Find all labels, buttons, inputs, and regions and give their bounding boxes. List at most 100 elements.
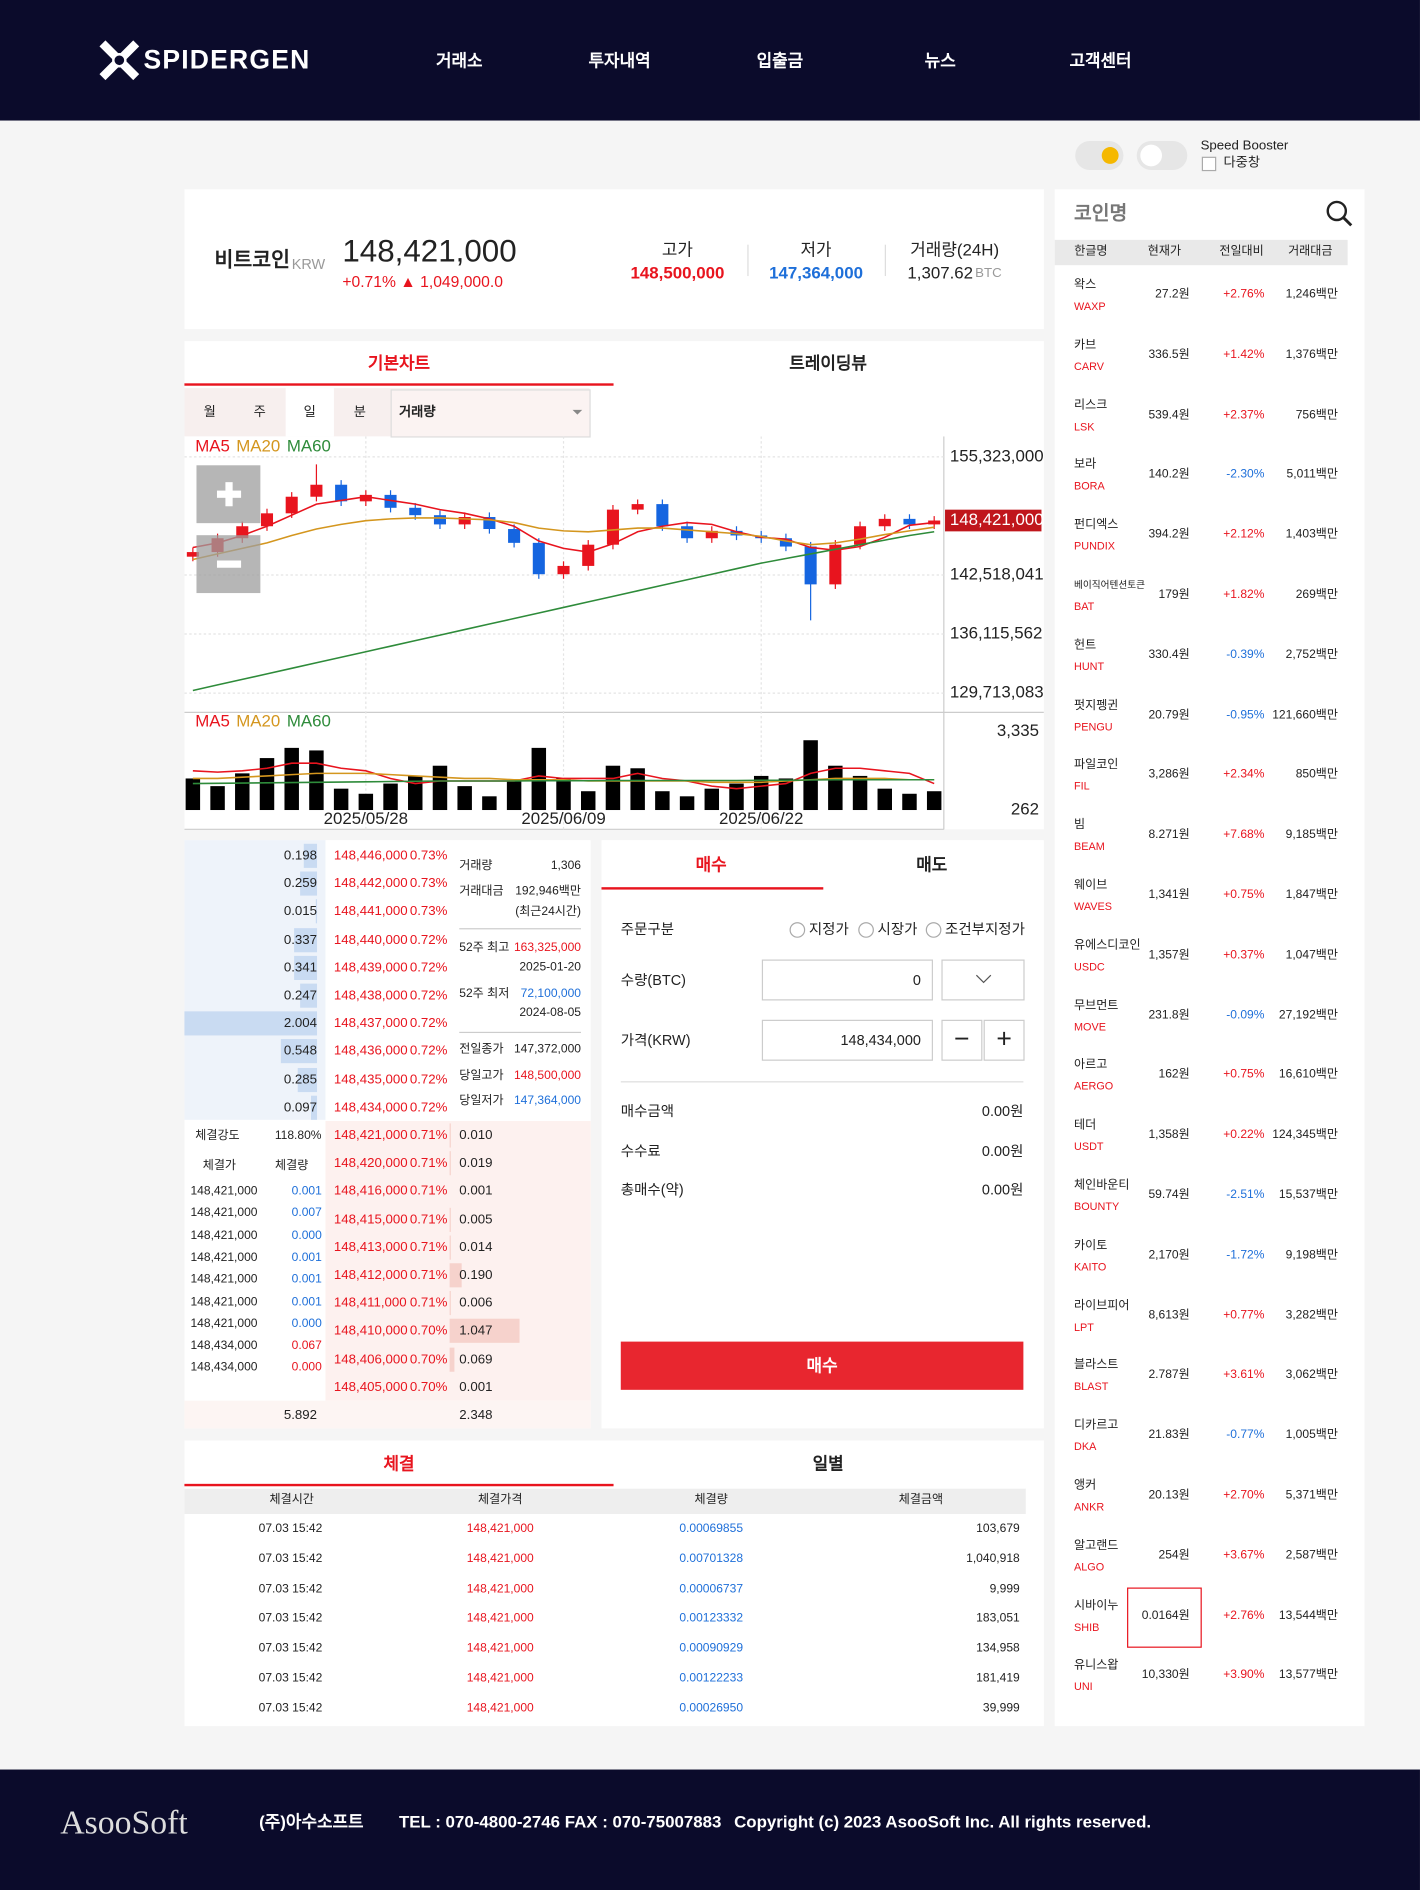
ask-price: 148,442,000 [333,876,408,892]
coin-change: +1.82% [1223,588,1265,602]
divider [884,244,886,277]
coin-name[interactable]: 알고랜드 [1074,1539,1119,1553]
checkbox[interactable] [1201,156,1217,172]
order-tab[interactable]: 매도 [916,854,948,874]
x-tick-label: 2025/06/09 [521,809,605,828]
volume-bar [753,775,769,811]
coin-name[interactable]: 시바이누 [1074,1599,1119,1613]
theme-toggle[interactable] [1075,141,1124,170]
plus-button[interactable]: + [983,1019,1025,1061]
candle-body [656,504,669,527]
coin-amount: 1,005백만 [1285,1428,1338,1442]
tab-underline [601,887,824,890]
coin-symbol: LPT [1074,1320,1094,1333]
coin-name[interactable]: 웨이브 [1074,878,1108,892]
coin-name[interactable]: 파일코인 [1074,758,1119,772]
chart-tab[interactable]: 기본차트 [367,353,431,373]
info-value: 147,372,000 [513,1042,582,1056]
coin-amount: 13,577백만 [1278,1668,1338,1683]
coin-name[interactable]: 유에스디코인 [1074,938,1141,953]
chart-tab[interactable]: 트레이딩뷰 [789,353,867,373]
coin-name[interactable]: 무브먼트 [1074,998,1119,1013]
search-icon[interactable] [1325,199,1354,228]
candle-body [878,518,891,527]
trade-qty: 0.00006737 [679,1582,744,1596]
radio-label[interactable]: 조건부지정가 [945,920,1025,938]
nav-item[interactable]: 거래소 [435,50,483,70]
qty-select[interactable] [941,959,1025,1001]
period-active [285,388,334,437]
candle-body [483,517,496,530]
nav-item[interactable]: 투자내역 [588,50,651,70]
nav-item[interactable]: 뉴스 [924,50,956,70]
coin-name[interactable]: 펏지펭귄 [1074,698,1119,712]
y-tick-label: 142,518,041 [950,564,1044,583]
trade-amount: 134,958 [976,1641,1020,1656]
coin-amount: 124,345백만 [1272,1128,1338,1142]
trades-header: 체결가격 [478,1493,523,1507]
coin-name[interactable]: 빔 [1074,818,1086,832]
coin-name[interactable]: 유니스왑 [1074,1659,1119,1673]
nav-item[interactable]: 입출금 [756,50,804,70]
coin-symbol: FIL [1074,780,1090,793]
coin-price: 20.13원 [1148,1488,1190,1502]
qty-input[interactable] [761,959,933,1001]
coin-name[interactable]: 펀디엑스 [1074,518,1119,532]
candle-body [384,494,397,508]
info-note: (최근24시간) [515,905,582,919]
coin-name[interactable]: 앵커 [1074,1479,1097,1493]
coin-amount: 13,544백만 [1278,1608,1338,1622]
indicator-select[interactable] [390,389,591,438]
coin-change: -0.95% [1226,708,1265,722]
buy-button-label[interactable]: 매수 [806,1356,838,1376]
nav-item[interactable]: 고객센터 [1069,50,1132,70]
coin-amount: 27,192백만 [1278,1008,1338,1022]
coin-amount: 2,587백만 [1285,1548,1338,1562]
period[interactable]: 분 [353,405,366,420]
coin-name[interactable]: 라이브피어 [1074,1298,1130,1313]
buy-button[interactable] [620,1341,1024,1390]
candle-body [532,542,545,575]
trades-tab[interactable]: 체결 [383,1453,415,1473]
radio[interactable] [789,922,806,938]
depth-bar [449,1319,520,1344]
coin-symbol: HUNT [1074,660,1105,673]
radio-label[interactable]: 시장가 [877,920,918,938]
minus-button[interactable]: − [941,1019,983,1061]
period[interactable]: 월 [203,405,216,420]
bid-total: 2.348 [459,1407,493,1423]
candle-body [260,513,274,527]
radio[interactable] [858,922,874,938]
coin-symbol: BEAM [1074,840,1105,853]
trade-price: 148,434,000 [190,1361,258,1375]
coin-name[interactable]: 테더 [1074,1118,1097,1133]
coin-name[interactable]: 베이직어텐션토큰 [1074,579,1145,591]
ask-rate: 0.73% [409,876,448,892]
coin-name[interactable]: 왁스 [1074,278,1097,292]
coin-name[interactable]: 체인바운티 [1074,1178,1130,1193]
coin-name[interactable]: 카이토 [1074,1238,1108,1253]
candle-body [606,509,619,545]
price-input[interactable] [761,1019,933,1061]
coin-name[interactable]: 보라 [1074,458,1097,472]
period[interactable]: 주 [253,405,266,420]
radio-label[interactable]: 지정가 [808,920,849,938]
trades-tab[interactable]: 일별 [812,1453,844,1473]
period[interactable]: 일 [303,405,316,420]
radio[interactable] [925,922,942,938]
coin-name[interactable]: 리스크 [1074,398,1108,412]
coin-name[interactable]: 아르고 [1074,1058,1108,1073]
coin-name[interactable]: 디카르고 [1074,1418,1119,1433]
speed-toggle[interactable] [1136,141,1188,170]
trade-price: 148,421,000 [190,1184,258,1199]
candle-body [903,518,916,525]
trade-qty: 0.001 [291,1273,322,1287]
coin-name[interactable]: 블라스트 [1074,1358,1119,1373]
ask-price: 148,440,000 [333,932,408,947]
coin-symbol: BLAST [1074,1380,1109,1393]
coin-name[interactable]: 카브 [1074,338,1097,352]
order-tab[interactable]: 매수 [695,854,727,874]
ticker-panel [184,189,1044,330]
coin-name[interactable]: 헌트 [1074,638,1097,652]
